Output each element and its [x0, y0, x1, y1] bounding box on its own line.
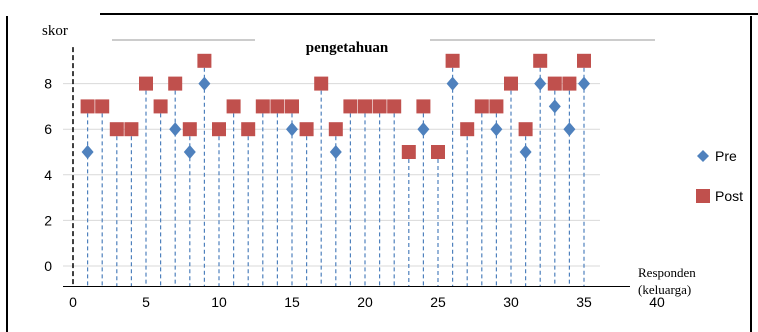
x-tick-label-0: 0: [69, 294, 77, 310]
post-point-6: [153, 99, 168, 114]
post-point-19: [343, 99, 358, 114]
x-tick-label-30: 30: [503, 294, 519, 310]
post-point-22: [387, 99, 402, 114]
post-point-35: [577, 53, 591, 68]
legend-marker-pre: [697, 150, 709, 162]
x-tick-label-35: 35: [576, 294, 592, 310]
y-axis-title: skor: [42, 23, 68, 39]
post-point-30: [504, 76, 518, 91]
post-point-5: [139, 76, 153, 91]
post-point-21: [372, 99, 387, 114]
post-point-7: [168, 76, 183, 91]
post-point-34: [562, 76, 577, 91]
axes: [63, 47, 630, 288]
x-tick-labels: 0 5 10 15 20 25 30 35 40: [69, 294, 665, 310]
post-point-20: [358, 99, 372, 114]
post-point-4: [124, 122, 139, 137]
pre-point-9: [198, 76, 211, 91]
pre-point-15: [286, 122, 298, 137]
x-tick-label-20: 20: [357, 294, 373, 310]
post-point-14: [270, 99, 285, 114]
pre-point-7: [169, 122, 182, 137]
pre-point-26: [446, 76, 459, 91]
post-point-28: [474, 99, 489, 114]
post-point-31: [518, 122, 533, 137]
pre-point-33: [548, 99, 561, 114]
post-point-11: [226, 99, 241, 114]
legend: Pre Post: [696, 148, 743, 204]
post-point-23: [401, 145, 416, 159]
x-axis-title-line1: Responden: [638, 265, 696, 280]
pre-point-32: [534, 76, 547, 91]
post-point-3: [109, 122, 124, 137]
pre-point-35: [578, 76, 590, 91]
x-axis-title-line2: (keluarga): [638, 282, 691, 297]
y-tick-label-0: 0: [44, 258, 52, 274]
y-tick-label-2: 2: [44, 212, 52, 228]
post-point-24: [416, 99, 431, 114]
post-point-25: [431, 145, 445, 159]
post-point-13: [255, 99, 270, 114]
legend-marker-post: [696, 189, 710, 203]
legend-label-post: Post: [715, 188, 743, 204]
post-point-8: [182, 122, 197, 137]
x-tick-label-25: 25: [430, 294, 446, 310]
y-tick-label-8: 8: [44, 76, 52, 92]
pre-point-18: [329, 145, 342, 159]
post-point-2: [95, 99, 110, 114]
pre-point-34: [563, 122, 576, 137]
series-pre: [81, 76, 590, 159]
post-point-17: [314, 76, 329, 91]
pre-point-24: [417, 122, 430, 137]
x-tick-label-15: 15: [284, 294, 300, 310]
pre-point-1: [81, 145, 94, 159]
x-tick-label-10: 10: [211, 294, 227, 310]
y-tick-label-6: 6: [44, 121, 52, 137]
y-tick-labels: 0 2 4 6 8: [44, 76, 52, 274]
legend-label-pre: Pre: [715, 148, 737, 164]
post-point-1: [80, 99, 95, 114]
pre-point-29: [490, 122, 503, 137]
post-point-16: [299, 122, 314, 137]
post-point-9: [197, 53, 212, 68]
post-point-27: [460, 122, 475, 137]
pre-point-31: [519, 145, 532, 159]
post-point-12: [241, 122, 256, 137]
pre-point-8: [183, 145, 196, 159]
drop-lines: [86, 60, 585, 287]
x-tick-label-5: 5: [142, 294, 150, 310]
post-point-26: [445, 53, 460, 68]
post-point-18: [328, 122, 343, 137]
series-post: [80, 53, 591, 159]
post-point-33: [547, 76, 562, 91]
x-tick-label-40: 40: [649, 294, 665, 310]
chart-title: pengetahuan: [306, 40, 389, 56]
post-point-32: [533, 53, 548, 68]
post-point-10: [212, 122, 226, 137]
y-tick-label-4: 4: [44, 167, 52, 183]
post-point-29: [489, 99, 504, 114]
post-point-15: [285, 99, 299, 114]
